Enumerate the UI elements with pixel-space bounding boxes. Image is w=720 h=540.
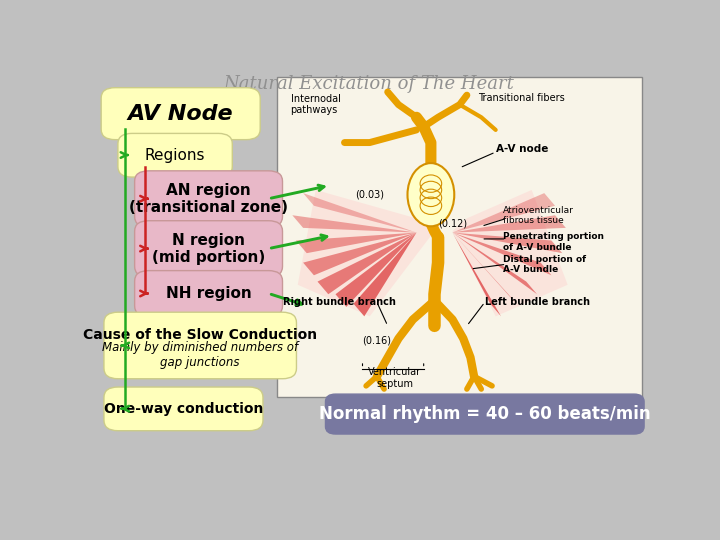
Text: NH region: NH region	[166, 286, 251, 301]
Polygon shape	[292, 215, 416, 233]
Text: (0.16): (0.16)	[362, 335, 392, 345]
Text: Regions: Regions	[145, 148, 205, 163]
Polygon shape	[452, 233, 519, 307]
Text: Cause of the Slow Conduction: Cause of the Slow Conduction	[83, 328, 318, 342]
Text: Atrioventricular
fibrous tissue: Atrioventricular fibrous tissue	[503, 206, 574, 225]
Polygon shape	[297, 190, 434, 316]
Text: A-V node: A-V node	[495, 144, 548, 154]
Text: Normal rhythm = 40 – 60 beats/min: Normal rhythm = 40 – 60 beats/min	[319, 405, 651, 423]
Text: One-way conduction: One-way conduction	[104, 402, 263, 416]
Text: Left bundle branch: Left bundle branch	[485, 297, 590, 307]
FancyBboxPatch shape	[135, 271, 282, 316]
FancyBboxPatch shape	[135, 171, 282, 227]
Text: Distal portion of
A-V bundle: Distal portion of A-V bundle	[503, 254, 586, 274]
Text: Internodal
pathways: Internodal pathways	[290, 94, 341, 116]
Text: Ventricular
septum: Ventricular septum	[369, 367, 421, 389]
Text: Right bundle branch: Right bundle branch	[283, 297, 396, 307]
Text: N region
(mid portion): N region (mid portion)	[152, 233, 265, 265]
Polygon shape	[354, 233, 416, 316]
Text: Mainly by diminished numbers of
gap junctions: Mainly by diminished numbers of gap junc…	[102, 341, 298, 369]
Text: Transitional fibers: Transitional fibers	[477, 93, 564, 103]
Polygon shape	[303, 193, 416, 233]
Text: Natural Excitation of The Heart: Natural Excitation of The Heart	[224, 75, 514, 92]
Polygon shape	[452, 215, 566, 233]
FancyBboxPatch shape	[104, 387, 263, 431]
Text: AN region
(transitional zone): AN region (transitional zone)	[129, 183, 288, 215]
Polygon shape	[452, 233, 537, 294]
Text: Penetrating portion
of A-V bundle: Penetrating portion of A-V bundle	[503, 232, 604, 252]
Polygon shape	[452, 190, 567, 316]
Text: (0.12): (0.12)	[438, 218, 467, 228]
FancyBboxPatch shape	[104, 312, 297, 379]
Ellipse shape	[408, 163, 454, 226]
Polygon shape	[318, 233, 416, 294]
Polygon shape	[296, 233, 416, 253]
FancyBboxPatch shape	[135, 221, 282, 277]
Polygon shape	[452, 233, 552, 275]
Text: AV Node: AV Node	[128, 104, 233, 124]
FancyBboxPatch shape	[118, 133, 233, 177]
FancyBboxPatch shape	[277, 77, 642, 397]
Polygon shape	[303, 233, 416, 275]
Text: (0.03): (0.03)	[355, 190, 384, 200]
FancyBboxPatch shape	[101, 87, 260, 140]
Polygon shape	[452, 233, 562, 253]
Polygon shape	[452, 193, 555, 233]
FancyBboxPatch shape	[325, 394, 644, 434]
Polygon shape	[336, 233, 416, 307]
Polygon shape	[452, 233, 501, 316]
